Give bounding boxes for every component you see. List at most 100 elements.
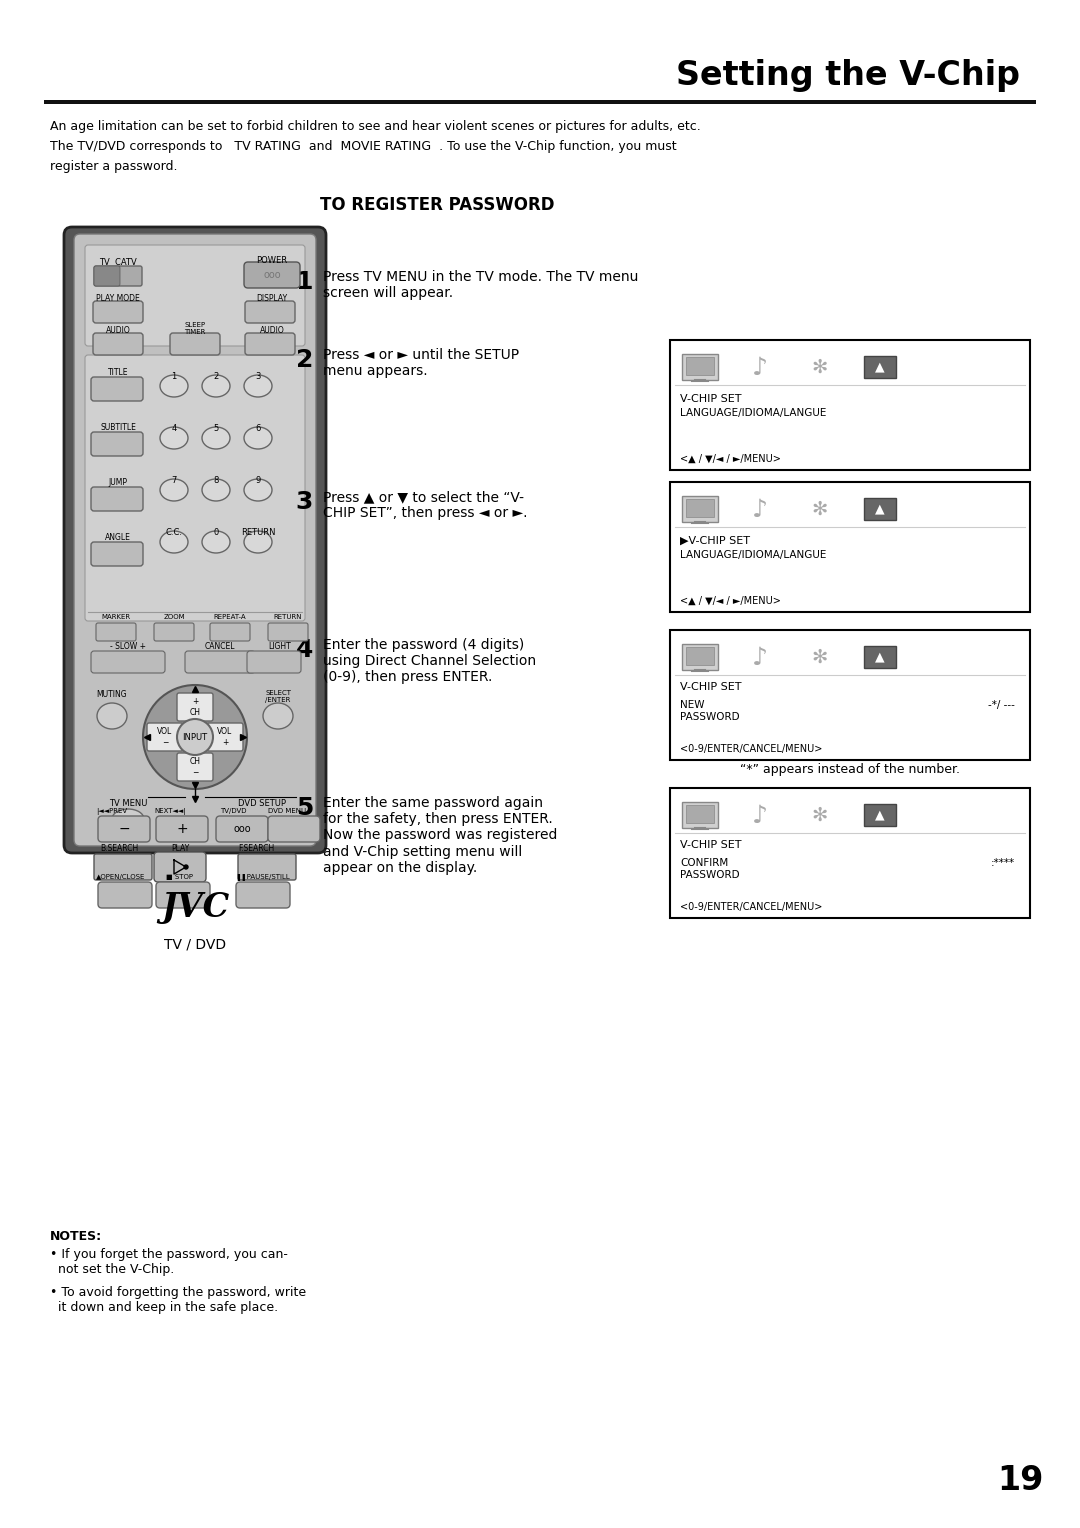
Text: ▲: ▲ [875,651,885,663]
Ellipse shape [202,426,230,449]
Bar [670,788,1030,918]
Text: NEW
PASSWORD: NEW PASSWORD [680,700,740,721]
FancyBboxPatch shape [94,266,141,286]
Ellipse shape [264,703,293,729]
Bar [686,500,714,516]
Text: Press ▲ or ▼ to select the “V-
CHIP SET”, then press ◄ or ►.: Press ▲ or ▼ to select the “V- CHIP SET”… [323,490,527,520]
Bar [670,481,1030,613]
Text: ▲: ▲ [875,361,885,373]
Circle shape [143,685,247,788]
Text: Enter the password (4 digits)
using Direct Channel Selection
(0-9), then press E: Enter the password (4 digits) using Dire… [323,639,536,685]
FancyBboxPatch shape [238,854,296,880]
FancyBboxPatch shape [85,244,305,345]
Text: B.SEARCH: B.SEARCH [100,843,138,853]
Text: 3: 3 [296,490,313,513]
FancyBboxPatch shape [154,623,194,642]
Ellipse shape [202,374,230,397]
Text: MARKER: MARKER [102,614,131,620]
Text: DVD SETUP: DVD SETUP [238,799,286,808]
Text: JUMP: JUMP [108,478,127,487]
Bar [681,643,718,669]
Text: 2: 2 [296,348,313,371]
Text: DISPLAY: DISPLAY [256,293,287,303]
Text: NOTES:: NOTES: [50,1230,103,1242]
FancyBboxPatch shape [147,723,183,750]
Ellipse shape [112,808,144,830]
Text: ✻: ✻ [812,805,828,825]
Text: TITLE: TITLE [108,368,129,377]
Text: VOL
+: VOL + [217,727,232,747]
Text: <0-9/ENTER/CANCEL/MENU>: <0-9/ENTER/CANCEL/MENU> [680,744,822,753]
Ellipse shape [244,478,272,501]
Text: ooo: ooo [233,824,251,834]
Text: ▲OPEN/CLOSE: ▲OPEN/CLOSE [96,874,146,880]
Text: :****: :**** [990,859,1015,868]
Text: PLAY MODE: PLAY MODE [96,293,140,303]
Ellipse shape [97,703,127,729]
FancyBboxPatch shape [237,882,291,908]
Bar [686,358,714,374]
Text: ooo: ooo [264,270,281,280]
Text: The TV/DVD corresponds to   TV RATING  and  MOVIE RATING  . To use the V-Chip fu: The TV/DVD corresponds to TV RATING and … [50,141,677,153]
Text: 2: 2 [214,371,218,380]
Text: REPEAT-A: REPEAT-A [214,614,246,620]
Text: - SLOW +: - SLOW + [110,642,146,651]
Text: 3: 3 [255,371,260,380]
Bar [686,805,714,824]
FancyBboxPatch shape [98,816,150,842]
FancyBboxPatch shape [154,853,206,882]
Bar [864,498,896,520]
Text: C.C.: C.C. [165,529,183,536]
FancyBboxPatch shape [75,234,316,847]
FancyBboxPatch shape [93,333,143,354]
FancyBboxPatch shape [85,354,305,620]
Text: 19: 19 [997,1464,1043,1496]
Text: 5: 5 [296,796,313,821]
Bar [44,99,1036,104]
FancyBboxPatch shape [210,623,249,642]
Text: ▶V-CHIP SET: ▶V-CHIP SET [680,536,750,545]
FancyBboxPatch shape [94,266,120,286]
Text: LANGUAGE/IDIOMA/LANGUE: LANGUAGE/IDIOMA/LANGUE [680,550,826,559]
Text: LANGUAGE/IDIOMA/LANGUE: LANGUAGE/IDIOMA/LANGUE [680,408,826,419]
Text: Press ◄ or ► until the SETUP
menu appears.: Press ◄ or ► until the SETUP menu appear… [323,348,519,379]
Text: DVD MENU: DVD MENU [268,808,306,814]
Text: PLAY: PLAY [171,843,189,853]
Text: “*” appears instead of the number.: “*” appears instead of the number. [740,762,960,776]
Text: ANGLE: ANGLE [105,533,131,542]
FancyBboxPatch shape [245,333,295,354]
FancyBboxPatch shape [156,882,210,908]
Text: ▲: ▲ [875,503,885,515]
Text: • If you forget the password, you can-
  not set the V-Chip.: • If you forget the password, you can- n… [50,1248,288,1276]
Ellipse shape [202,478,230,501]
Ellipse shape [202,532,230,553]
Text: NEXT◄◄|: NEXT◄◄| [154,808,186,814]
Text: SELECT
/ENTER: SELECT /ENTER [265,691,291,703]
Text: F.SEARCH: F.SEARCH [238,843,274,853]
Text: register a password.: register a password. [50,160,177,173]
Text: SUBTITLE: SUBTITLE [100,423,136,432]
FancyBboxPatch shape [247,651,301,672]
Text: CH
−: CH − [189,758,201,776]
Text: ❚❚PAUSE/STILL: ❚❚PAUSE/STILL [235,874,289,882]
Bar [864,646,896,668]
Text: ♪: ♪ [752,498,768,523]
FancyBboxPatch shape [156,816,208,842]
FancyBboxPatch shape [207,723,243,750]
Text: 0: 0 [214,529,218,536]
Bar [670,630,1030,759]
Ellipse shape [160,374,188,397]
Text: Enter the same password again
for the safety, then press ENTER.
Now the password: Enter the same password again for the sa… [323,796,557,876]
Text: Press TV MENU in the TV mode. The TV menu
screen will appear.: Press TV MENU in the TV mode. The TV men… [323,270,638,299]
Text: 7: 7 [172,477,177,484]
FancyBboxPatch shape [185,651,255,672]
Text: 4: 4 [172,423,177,432]
Ellipse shape [160,426,188,449]
FancyBboxPatch shape [91,432,143,455]
Text: TV MENU: TV MENU [109,799,147,808]
Text: • To avoid forgetting the password, write
  it down and keep in the safe place.: • To avoid forgetting the password, writ… [50,1287,306,1314]
Text: +
CH: + CH [189,697,201,717]
Text: INPUT: INPUT [183,732,207,741]
Text: CONFIRM
PASSWORD: CONFIRM PASSWORD [680,859,740,880]
FancyBboxPatch shape [170,333,220,354]
